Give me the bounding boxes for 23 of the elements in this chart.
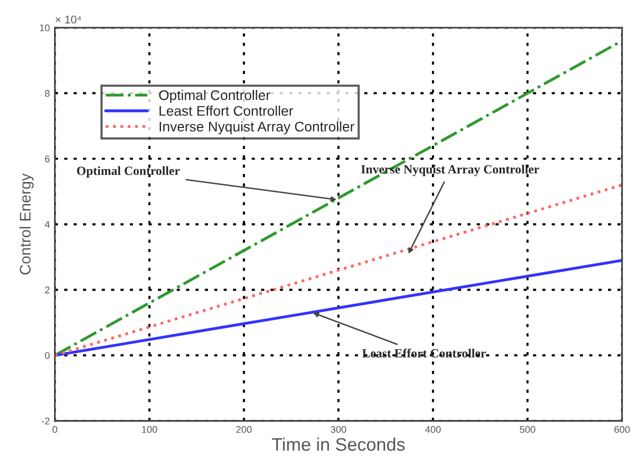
y-tick-label: 6 <box>45 155 50 162</box>
y-tick-label: 10 <box>40 24 50 32</box>
x-tick-label: 400 <box>425 426 441 433</box>
x-tick-label: 600 <box>614 426 630 433</box>
legend-label: Inverse Nyquist Array Controller <box>160 121 354 134</box>
text: × 10⁴ <box>56 16 82 24</box>
legend-label: Optimal Controller <box>159 90 270 103</box>
x-tick-label: 300 <box>330 426 346 433</box>
y-tick-label: 0 <box>44 352 50 359</box>
y-tick-label: 2 <box>45 286 50 294</box>
x-tick-label: 500 <box>520 426 536 433</box>
x-tick-label: 0 <box>52 426 58 433</box>
annotation: Optimal Controller <box>77 166 180 178</box>
legend-label: Least Effort Controller <box>160 106 294 116</box>
x-tick-label: 200 <box>236 426 252 433</box>
y-tick-label: -2 <box>42 418 50 424</box>
y-tick-label: 8 <box>45 90 50 97</box>
x-axis-title: Time in Seconds <box>272 438 405 451</box>
y-tick-label: 4 <box>44 221 50 228</box>
y-axis-title: Control Energy <box>19 173 34 274</box>
annotation: Inverse Nyquist Array Controller <box>361 164 540 176</box>
annotation: Least Effort Controller <box>362 348 486 358</box>
x-tick-label: 100 <box>142 426 158 433</box>
